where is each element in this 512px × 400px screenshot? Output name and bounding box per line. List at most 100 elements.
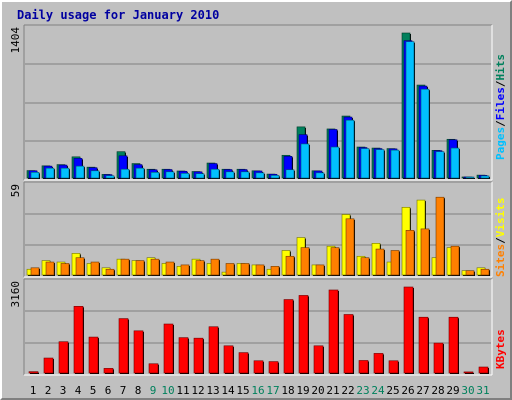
bar-pages-day-15-fill: [240, 171, 250, 179]
bar-sites-day-26: [405, 230, 415, 276]
bar-sites-day-27-fill: [420, 228, 430, 276]
x-tick-label: 12: [191, 384, 204, 397]
bar-kbytes-day-17: [268, 361, 279, 374]
bar-pages-day-30-shadow: [467, 178, 475, 179]
bar-kbytes-day-31: [478, 366, 489, 374]
bar-kbytes-day-27: [418, 316, 429, 374]
bar-sites-day-10-fill: [165, 261, 175, 276]
bar-pages-day-18: [285, 169, 295, 179]
y-max-label-middle: 59: [9, 184, 22, 197]
bar-kbytes-day-29: [448, 316, 459, 374]
bar-kbytes-day-9: [148, 363, 159, 374]
bar-sites-day-17-fill: [270, 266, 280, 276]
bar-pages-day-28: [435, 151, 445, 179]
bar-kbytes-day-11: [178, 337, 189, 374]
bar-kbytes-day-3-fill: [58, 341, 69, 374]
bar-pages-day-6: [105, 175, 115, 179]
bar-kbytes-day-19: [298, 295, 309, 374]
bar-sites-day-21-fill: [330, 247, 340, 276]
bar-kbytes-day-5: [88, 336, 99, 374]
bar-pages-day-22-fill: [345, 119, 355, 179]
bar-pages-day-19-fill: [300, 143, 310, 179]
bar-pages-day-1: [30, 172, 40, 179]
bar-sites-day-18-fill: [285, 255, 295, 276]
bar-sites-day-20-fill: [315, 264, 325, 276]
x-tick-label: 6: [105, 384, 112, 397]
legend-item-files: Files: [494, 87, 507, 120]
legend-item-visits: Visits: [494, 198, 507, 238]
bar-pages-day-6-fill: [105, 175, 115, 179]
bar-pages-day-29: [450, 147, 460, 179]
bar-kbytes-day-2-fill: [43, 357, 54, 374]
bar-sites-day-12-fill: [195, 260, 205, 276]
bar-kbytes-day-12-fill: [193, 337, 204, 374]
bar-kbytes-day-13: [208, 326, 219, 374]
bar-pages-day-4: [75, 165, 85, 179]
bar-kbytes-day-1-fill: [28, 371, 39, 374]
bar-pages-day-31-fill: [480, 175, 490, 179]
bar-sites-day-24-fill: [375, 248, 385, 276]
bar-pages-day-18-fill: [285, 169, 295, 179]
bar-sites-day-30: [465, 270, 475, 276]
legend-item-hits: Hits: [494, 54, 507, 81]
bar-pages-day-26-fill: [405, 41, 415, 179]
x-tick-label: 31: [476, 384, 489, 397]
bar-pages-day-17: [270, 175, 280, 179]
bar-sites-day-1: [30, 267, 40, 276]
bar-pages-day-27-fill: [420, 88, 430, 179]
bar-pages-day-3-fill: [60, 167, 70, 179]
bar-kbytes-day-28: [433, 342, 444, 374]
x-tick-label: 24: [371, 384, 385, 397]
bar-kbytes-day-2: [43, 357, 54, 374]
x-tick-label: 9: [150, 384, 157, 397]
bar-pages-day-16-fill: [255, 172, 265, 179]
bar-kbytes-day-5-fill: [88, 336, 99, 374]
bar-sites-day-17: [270, 266, 280, 276]
bar-sites-day-28: [435, 196, 445, 276]
x-tick-label: 17: [266, 384, 279, 397]
bar-sites-day-26-fill: [405, 230, 415, 276]
x-tick-label: 10: [161, 384, 174, 397]
bar-sites-day-23: [360, 257, 370, 276]
bar-sites-day-27: [420, 228, 430, 276]
x-tick-label: 11: [176, 384, 189, 397]
bar-sites-day-11: [180, 264, 190, 276]
legend-item-pages: Pages: [494, 127, 507, 160]
bar-pages-day-2-fill: [45, 167, 55, 179]
bar-kbytes-day-30: [463, 371, 474, 374]
bar-pages-day-26: [405, 41, 415, 179]
legend-middle: Sites/Visits: [494, 198, 507, 278]
bar-pages-day-10-fill: [165, 171, 175, 179]
x-tick-label: 25: [386, 384, 399, 397]
x-tick-label: 29: [446, 384, 459, 397]
bar-sites-day-5: [90, 261, 100, 276]
bar-sites-day-6: [105, 268, 115, 276]
bar-sites-day-29: [450, 245, 460, 276]
bar-sites-day-11-fill: [180, 264, 190, 276]
bar-pages-day-25: [390, 149, 400, 179]
bar-sites-day-7: [120, 258, 130, 276]
bar-kbytes-day-8: [133, 330, 144, 374]
bar-pages-day-7: [120, 168, 130, 179]
bar-pages-day-13-fill: [210, 168, 220, 179]
bar-pages-day-31: [480, 175, 490, 179]
bar-pages-day-20-fill: [315, 172, 325, 179]
bar-pages-day-22: [345, 119, 355, 179]
x-tick-label: 1: [30, 384, 37, 397]
bar-pages-day-17-fill: [270, 175, 280, 179]
bar-sites-day-4-fill: [75, 257, 85, 276]
bar-kbytes-day-16: [253, 360, 264, 374]
bar-kbytes-day-25: [388, 360, 399, 374]
x-tick-label: 27: [416, 384, 429, 397]
legend-item-sites: Sites: [494, 244, 507, 277]
bar-kbytes-day-23-fill: [358, 360, 369, 374]
bar-pages-day-19: [300, 143, 310, 179]
bar-pages-day-30-fill: [465, 176, 475, 179]
bar-pages-day-5-fill: [90, 170, 100, 179]
bar-pages-day-2: [45, 167, 55, 179]
bar-kbytes-day-26: [403, 286, 414, 374]
bar-sites-day-15: [240, 263, 250, 276]
x-tick-label: 8: [135, 384, 142, 397]
bar-sites-day-8-fill: [135, 260, 145, 276]
